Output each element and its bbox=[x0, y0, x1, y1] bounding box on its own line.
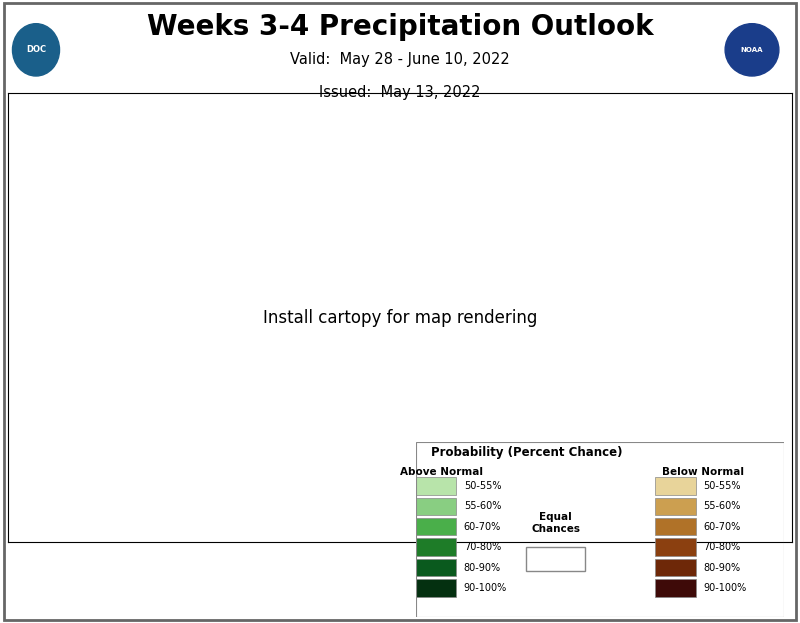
Text: 90-100%: 90-100% bbox=[703, 583, 746, 593]
Bar bbox=[655, 498, 696, 515]
Text: Equal
Chances: Equal Chances bbox=[531, 512, 580, 534]
Text: 70-80%: 70-80% bbox=[703, 542, 740, 552]
Text: 50-55%: 50-55% bbox=[464, 481, 502, 491]
Text: Valid:  May 28 - June 10, 2022: Valid: May 28 - June 10, 2022 bbox=[290, 52, 510, 67]
Bar bbox=[416, 498, 457, 515]
Text: DOC: DOC bbox=[26, 45, 46, 54]
Bar bbox=[655, 477, 696, 495]
Circle shape bbox=[13, 24, 59, 76]
Bar bbox=[416, 518, 457, 536]
Text: 90-100%: 90-100% bbox=[464, 583, 507, 593]
Text: Probability (Percent Chance): Probability (Percent Chance) bbox=[430, 446, 622, 459]
Bar bbox=[416, 477, 457, 495]
Text: 80-90%: 80-90% bbox=[703, 563, 740, 573]
Text: NOAA: NOAA bbox=[741, 47, 763, 53]
Text: 55-60%: 55-60% bbox=[464, 502, 502, 511]
Text: Install cartopy for map rendering: Install cartopy for map rendering bbox=[263, 309, 537, 326]
Text: Above Normal: Above Normal bbox=[400, 467, 483, 477]
Text: 80-90%: 80-90% bbox=[464, 563, 501, 573]
Text: Weeks 3-4 Precipitation Outlook: Weeks 3-4 Precipitation Outlook bbox=[146, 13, 654, 41]
Text: Issued:  May 13, 2022: Issued: May 13, 2022 bbox=[319, 85, 481, 100]
Bar bbox=[416, 579, 457, 597]
Circle shape bbox=[725, 24, 779, 76]
Text: 60-70%: 60-70% bbox=[703, 521, 740, 532]
Bar bbox=[655, 559, 696, 576]
Text: 60-70%: 60-70% bbox=[464, 521, 501, 532]
Bar bbox=[526, 547, 586, 571]
Text: 70-80%: 70-80% bbox=[464, 542, 501, 552]
Bar bbox=[655, 518, 696, 536]
Text: 50-55%: 50-55% bbox=[703, 481, 741, 491]
Bar bbox=[655, 538, 696, 556]
Bar bbox=[655, 579, 696, 597]
Bar bbox=[416, 559, 457, 576]
Text: 55-60%: 55-60% bbox=[703, 502, 741, 511]
Bar bbox=[416, 538, 457, 556]
Text: Below Normal: Below Normal bbox=[662, 467, 744, 477]
